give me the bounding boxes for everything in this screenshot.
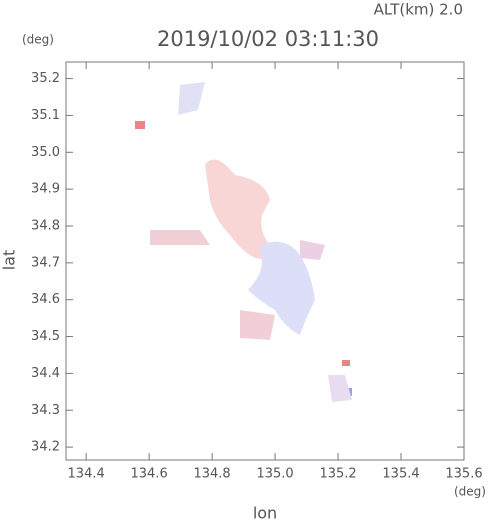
y-tick-label: 34.5 bbox=[31, 329, 60, 344]
y-tick-label: 34.9 bbox=[31, 182, 60, 197]
x-tick-label: 134.6 bbox=[131, 467, 168, 482]
y-axis-label: lat bbox=[0, 250, 19, 271]
x-tick-label: 134.8 bbox=[193, 467, 230, 482]
chart-title: 2019/10/02 03:11:30 bbox=[157, 27, 379, 51]
echo bbox=[135, 121, 145, 129]
echo bbox=[342, 360, 350, 366]
x-tick-label: 135.4 bbox=[382, 467, 419, 482]
echo bbox=[150, 230, 210, 245]
plot-frame bbox=[65, 61, 465, 461]
y-unit: (deg) bbox=[22, 33, 54, 47]
echo-field bbox=[135, 82, 352, 402]
x-tick-label: 134.4 bbox=[68, 467, 105, 482]
subtitle: ALT(km) 2.0 bbox=[374, 1, 463, 19]
x-axis-label: lon bbox=[253, 504, 277, 521]
echo bbox=[300, 240, 325, 260]
y-tick-label: 35.2 bbox=[31, 71, 60, 86]
y-tick-label: 34.8 bbox=[31, 218, 60, 233]
echo bbox=[248, 241, 315, 335]
y-tick-label: 34.7 bbox=[31, 255, 60, 270]
x-tick-label: 135.2 bbox=[319, 467, 356, 482]
echo bbox=[205, 159, 275, 259]
y-tick-label: 34.4 bbox=[31, 366, 60, 381]
x-tick-label: 135.6 bbox=[445, 467, 482, 482]
y-tick-label: 34.2 bbox=[31, 440, 60, 455]
y-tick-label: 35.1 bbox=[31, 108, 60, 123]
echo bbox=[240, 310, 275, 340]
y-tick-label: 35.0 bbox=[31, 145, 60, 160]
x-unit: (deg) bbox=[454, 485, 486, 499]
x-tick-label: 135.0 bbox=[256, 467, 293, 482]
y-tick-label: 34.3 bbox=[31, 403, 60, 418]
echo bbox=[328, 375, 352, 402]
echo bbox=[178, 82, 205, 115]
y-tick-label: 34.6 bbox=[31, 292, 60, 307]
